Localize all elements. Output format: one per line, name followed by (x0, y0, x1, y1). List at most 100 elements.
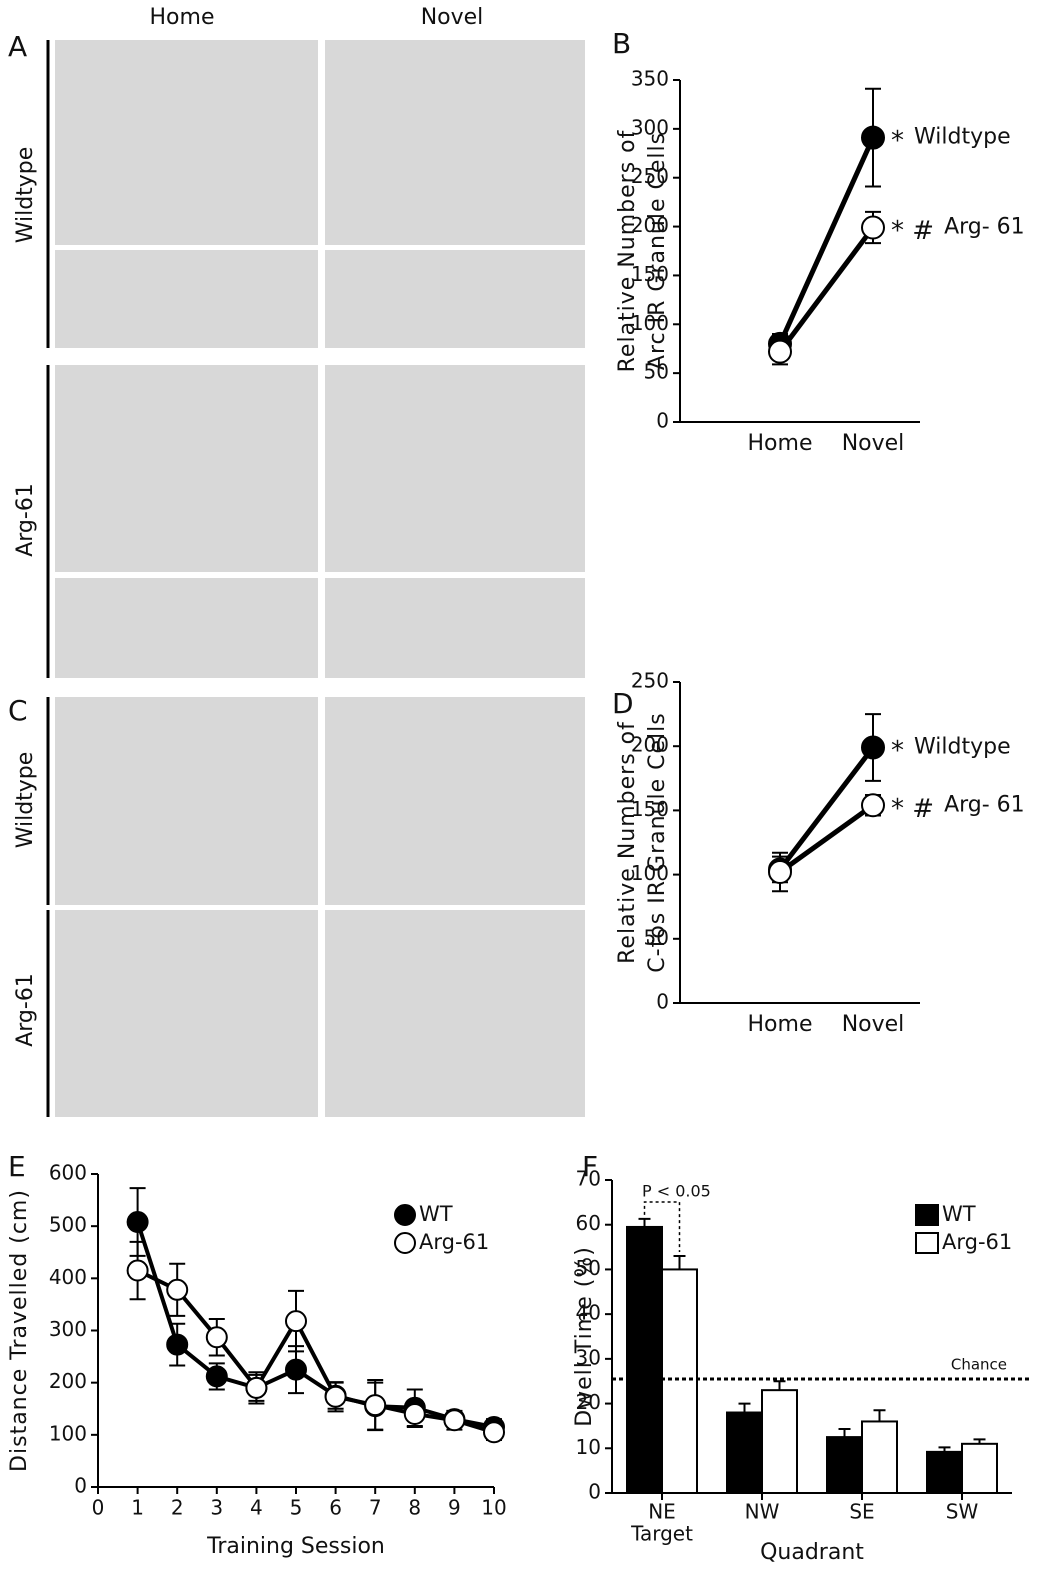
y-axis-label: C-fos IR Granule Cells (645, 712, 670, 972)
point (205, 1365, 228, 1388)
series-line (778, 745, 875, 871)
x-tick-label: 6 (329, 1496, 342, 1520)
y-tick-label: 500 (49, 1213, 87, 1237)
point (443, 1409, 466, 1432)
x-tick-label: 7 (369, 1496, 382, 1520)
point (861, 125, 885, 150)
significance-mark: * (891, 126, 904, 156)
x-axis-label: Quadrant (760, 1540, 864, 1565)
significance-label: P < 0.05 (642, 1182, 711, 1201)
y-tick-label: 200 (631, 733, 669, 757)
micrograph (325, 250, 585, 348)
significance-mark: * (891, 736, 904, 766)
panel-label: C (8, 694, 28, 727)
x-tick-label: Novel (842, 431, 905, 456)
y-tick-label: 400 (49, 1265, 87, 1289)
y-tick-label: 250 (631, 164, 669, 188)
legend-marker (394, 1204, 416, 1226)
y-tick-label: 100 (631, 861, 669, 885)
x-tick-label: 0 (92, 1496, 105, 1520)
x-tick-label: NE (648, 1500, 676, 1524)
error-bar (673, 1255, 686, 1270)
row-label: Arg-61 (13, 973, 38, 1047)
point (205, 1326, 228, 1349)
bar (826, 1436, 863, 1495)
point (285, 1358, 307, 1381)
point (324, 1385, 347, 1408)
y-tick-label: 40 (576, 1301, 601, 1325)
point (126, 1210, 149, 1233)
x-tick-label: SW (946, 1500, 979, 1524)
error-bar (873, 1409, 886, 1422)
significance-bracket (643, 1201, 681, 1253)
image-panels: A Home Novel Wildtype Arg-61 C Wildtype … (8, 5, 585, 1117)
x-tick-label: 4 (250, 1496, 263, 1520)
point (245, 1376, 268, 1399)
legend-swatch (915, 1204, 939, 1226)
y-tick-label: 50 (644, 360, 669, 384)
point (861, 793, 885, 818)
y-tick-label: 200 (631, 213, 669, 237)
error-bar (738, 1402, 751, 1413)
y-tick-label: 50 (644, 925, 669, 949)
micrograph (325, 697, 585, 905)
x-tick-label: 2 (171, 1496, 184, 1520)
legend-label: Arg-61 (419, 1230, 489, 1254)
micrograph (325, 910, 585, 1117)
micrograph (55, 697, 318, 905)
point (166, 1278, 189, 1301)
bar (861, 1420, 898, 1495)
panel-label: F (582, 1150, 598, 1183)
point (364, 1394, 387, 1417)
micrograph (55, 578, 318, 678)
x-tick-label: 5 (290, 1496, 303, 1520)
y-tick-label: 350 (631, 67, 669, 91)
point (403, 1402, 426, 1425)
bar (726, 1411, 763, 1494)
y-tick-label: 10 (576, 1435, 601, 1459)
y-axis-label: Relative Numbers of (615, 129, 640, 372)
x-tick-label: Home (748, 1012, 813, 1037)
series-label: Arg- 61 (944, 792, 1025, 817)
significance-mark: * # (891, 794, 934, 824)
series-line (777, 136, 876, 345)
y-tick-label: 60 (576, 1211, 601, 1235)
significance-mark: * # (891, 216, 934, 246)
panel-label: B (612, 27, 631, 60)
y-tick-label: 600 (49, 1161, 87, 1185)
micrograph (325, 40, 585, 245)
reference-label: Chance (951, 1355, 1007, 1373)
x-tick-sublabel: Target (630, 1522, 693, 1546)
y-tick-label: 250 (631, 669, 669, 693)
series-label: Wildtype (914, 734, 1011, 759)
x-axis-label: Training Session (206, 1534, 385, 1559)
micrograph (55, 910, 318, 1117)
legend-label: WT (942, 1202, 976, 1226)
panel-label: D (612, 687, 634, 720)
x-tick-label: 9 (448, 1496, 461, 1520)
point (126, 1259, 149, 1282)
point (861, 735, 885, 760)
y-tick-label: 150 (631, 797, 669, 821)
x-tick-label: Novel (842, 1012, 905, 1037)
point (166, 1333, 189, 1356)
x-tick-label: SE (849, 1500, 874, 1524)
bar (626, 1225, 663, 1494)
micrograph (55, 250, 318, 348)
micrograph (55, 40, 318, 245)
x-tick-label: 8 (408, 1496, 421, 1520)
legend-label: Arg-61 (942, 1230, 1012, 1254)
series-label: Arg- 61 (944, 215, 1025, 240)
point (285, 1310, 307, 1333)
legend-label: WT (419, 1202, 453, 1226)
series-line (777, 226, 876, 354)
point (861, 215, 885, 240)
error-bar (838, 1428, 851, 1438)
error-bar (638, 1217, 651, 1227)
x-tick-label: 10 (481, 1496, 506, 1520)
point (768, 339, 792, 364)
y-tick-label: 70 (576, 1167, 601, 1191)
y-axis-label: Dwell Time (%) (572, 1246, 597, 1427)
error-bar (773, 1380, 786, 1391)
bar (926, 1450, 963, 1495)
